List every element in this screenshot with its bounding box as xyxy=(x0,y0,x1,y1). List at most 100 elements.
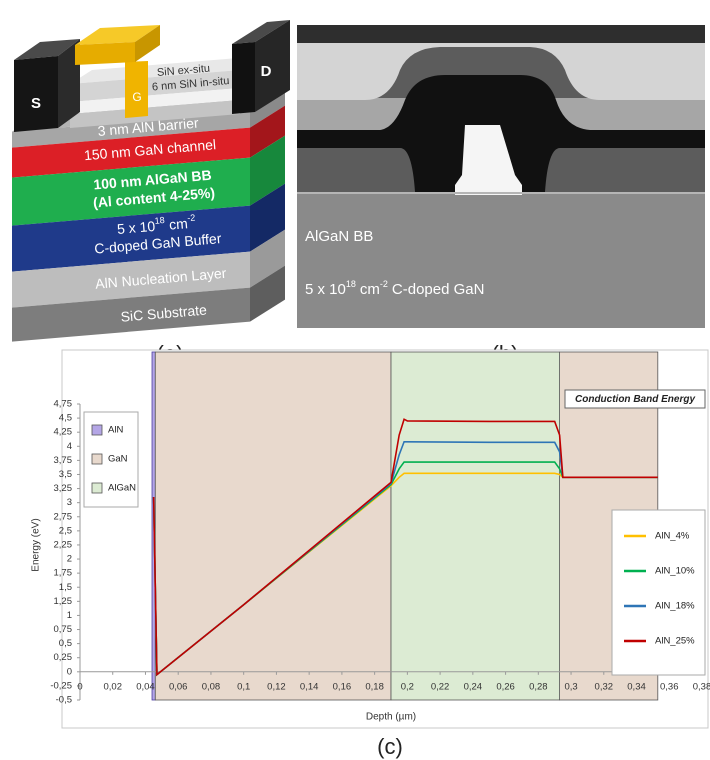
text: C-doped GaN xyxy=(392,281,485,298)
sin-layer xyxy=(297,43,705,100)
x-tick-label: 0,08 xyxy=(202,681,221,692)
drain-contact xyxy=(232,42,255,114)
x-tick-label: 0,34 xyxy=(627,681,646,692)
x-tick-label: 0,36 xyxy=(660,681,679,692)
gate-label: G xyxy=(132,90,141,104)
region xyxy=(390,351,560,701)
superscript: 18 xyxy=(346,279,356,289)
text: cm xyxy=(360,281,380,298)
layer-nucleation xyxy=(12,251,250,308)
y-tick-label: 0 xyxy=(67,666,72,677)
layer-label: SiC Substrate xyxy=(120,302,208,325)
top-band xyxy=(297,25,705,43)
layer-label: AlGaN BB xyxy=(305,228,373,245)
y-tick-label: -0,25 xyxy=(50,680,72,691)
x-tick-label: 0,22 xyxy=(431,681,450,692)
legend-label: AlN_18% xyxy=(655,601,695,612)
layer-side xyxy=(250,105,285,158)
y-tick-label: -0,5 xyxy=(56,695,72,706)
x-axis-label: Depth (µm) xyxy=(366,712,416,723)
gate-head xyxy=(75,42,135,65)
x-tick-label: 0,14 xyxy=(300,681,319,692)
legend-swatch xyxy=(91,482,103,494)
x-tick-label: 0,3 xyxy=(564,681,577,692)
legend-label: AlN_25% xyxy=(655,636,695,647)
legend-label: AlGaN xyxy=(108,483,136,494)
layer-side xyxy=(250,89,285,128)
layer-label: 5 x 1018 cm-2 C-doped GaN xyxy=(305,279,484,298)
superscript: -2 xyxy=(380,279,388,289)
drain-label: D xyxy=(261,63,272,80)
y-tick-label: 4 xyxy=(67,441,72,452)
gate-stem xyxy=(125,61,148,118)
chart: 4,75 4,5 4,25 4 3,75 3,5 3,25 3 2,75 2,5 2,25 2 1,75… xyxy=(31,351,710,723)
y-tick-label: 3,75 xyxy=(54,455,73,466)
y-tick-label: 4,25 xyxy=(54,427,73,438)
y-tick-label: 0,5 xyxy=(59,638,72,649)
series-line xyxy=(152,418,658,677)
legend-label: AlN_10% xyxy=(655,566,695,577)
layer-side xyxy=(250,265,285,322)
y-tick-label: 0,75 xyxy=(54,624,73,635)
y-tick-label: 1,75 xyxy=(54,568,73,579)
y-tick-label: 1 xyxy=(67,610,72,621)
x-tick-label: 0,12 xyxy=(267,681,286,692)
x-tick-label: 0,02 xyxy=(103,681,122,692)
x-tick-label: 0 xyxy=(77,681,82,692)
legend-swatch xyxy=(91,424,103,436)
drain-side xyxy=(255,20,290,112)
device-schematic: S D G SiN ex-situ 6 nm SiN in-situ 3 nm … xyxy=(12,20,290,342)
gate-side xyxy=(135,25,160,62)
legend-swatch xyxy=(91,453,103,465)
source-top xyxy=(14,39,80,60)
annotation-box xyxy=(564,389,706,409)
legend-box xyxy=(611,509,706,676)
layer-channel xyxy=(12,127,250,178)
x-tick-label: 0,32 xyxy=(595,681,614,692)
x-tick-label: 0,16 xyxy=(333,681,352,692)
source-label: S xyxy=(31,95,41,112)
y-tick-label: 0,25 xyxy=(54,652,73,663)
layer-label: 5 x 1018 cm-2 xyxy=(116,213,196,237)
panel-label: (c) xyxy=(377,734,403,759)
gate-metal xyxy=(455,125,522,195)
sin-top xyxy=(70,56,262,84)
sin-ex-situ xyxy=(70,70,240,102)
sin-in-situ xyxy=(70,88,240,114)
sin-ex-situ-label: SiN ex-situ xyxy=(156,63,210,79)
sin-base xyxy=(70,100,240,128)
region xyxy=(154,351,392,701)
legend-label: AlN_4% xyxy=(655,531,690,542)
legend-label: GaN xyxy=(108,454,128,465)
y-tick-label: 2,5 xyxy=(59,525,72,536)
x-tick-label: 0,38 xyxy=(693,681,710,692)
x-tick-label: 0,04 xyxy=(136,681,155,692)
layer-side xyxy=(250,183,285,252)
annotation: Conduction Band Energy xyxy=(575,394,695,405)
y-tick-label: 3 xyxy=(67,497,72,508)
y-axis-label: Energy (eV) xyxy=(31,518,42,571)
layer-side xyxy=(250,135,285,206)
x-tick-label: 0,26 xyxy=(496,681,515,692)
legend-label: AlN xyxy=(108,425,123,436)
drain-top xyxy=(232,20,290,44)
x-tick-label: 0,28 xyxy=(529,681,548,692)
y-tick-label: 3,25 xyxy=(54,483,73,494)
layer-substrate xyxy=(12,287,250,342)
superscript: -2 xyxy=(187,213,196,224)
y-tick-label: 1,5 xyxy=(59,582,72,593)
layer-barrier xyxy=(12,111,250,148)
superscript: 18 xyxy=(154,215,165,226)
layer-buffer xyxy=(12,205,250,272)
source-side xyxy=(58,39,80,128)
layer-side xyxy=(250,229,285,288)
source-contact xyxy=(14,56,58,132)
y-tick-label: 2,75 xyxy=(54,511,73,522)
layer-algan xyxy=(12,157,250,226)
y-tick-label: 4,5 xyxy=(59,413,72,424)
text: 5 x 10 xyxy=(116,218,156,237)
text: cm xyxy=(168,215,188,233)
x-tick-label: 0,1 xyxy=(237,681,250,692)
x-tick-label: 0,24 xyxy=(464,681,483,692)
y-tick-label: 2,25 xyxy=(54,539,73,550)
